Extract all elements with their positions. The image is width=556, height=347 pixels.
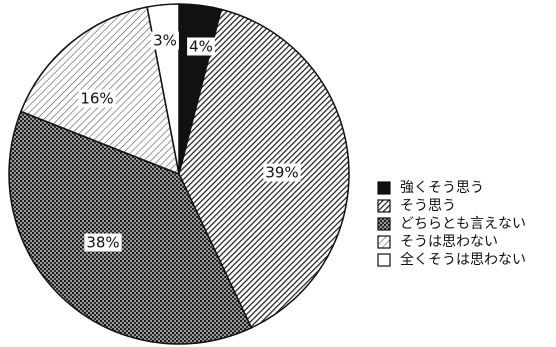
legend-label: 強くそう思う xyxy=(400,180,484,196)
value-label-bg xyxy=(151,31,179,50)
value-label-bg xyxy=(84,233,122,252)
value-label-text: 4% xyxy=(189,38,213,56)
legend-label: そう思う xyxy=(400,198,456,214)
value-label-text: 39% xyxy=(265,164,298,182)
value-label-bg xyxy=(263,163,301,182)
value-label: 4% xyxy=(187,37,215,56)
legend-swatch xyxy=(377,217,391,231)
pie-slice xyxy=(8,110,253,345)
legend-swatch xyxy=(377,181,391,195)
legend-swatch xyxy=(377,235,391,249)
legend-label: どちらとも言えない xyxy=(400,216,526,232)
value-label-bg xyxy=(78,89,116,108)
value-label-text: 16% xyxy=(80,90,113,108)
value-label-text: 38% xyxy=(86,234,119,252)
value-label-bg xyxy=(187,37,215,56)
value-label: 39% xyxy=(263,163,301,182)
legend-swatch xyxy=(377,199,391,213)
value-label: 38% xyxy=(84,233,122,252)
value-label: 16% xyxy=(78,89,116,108)
legend-label: そうは思わない xyxy=(400,234,498,250)
legend-label: 全くそうは思わない xyxy=(400,251,526,268)
legend-swatch xyxy=(377,253,391,267)
pie-value-labels: 4% 39% 38% 16% 3% xyxy=(78,31,301,252)
value-label: 3% xyxy=(151,31,179,50)
value-label-text: 3% xyxy=(153,32,177,50)
